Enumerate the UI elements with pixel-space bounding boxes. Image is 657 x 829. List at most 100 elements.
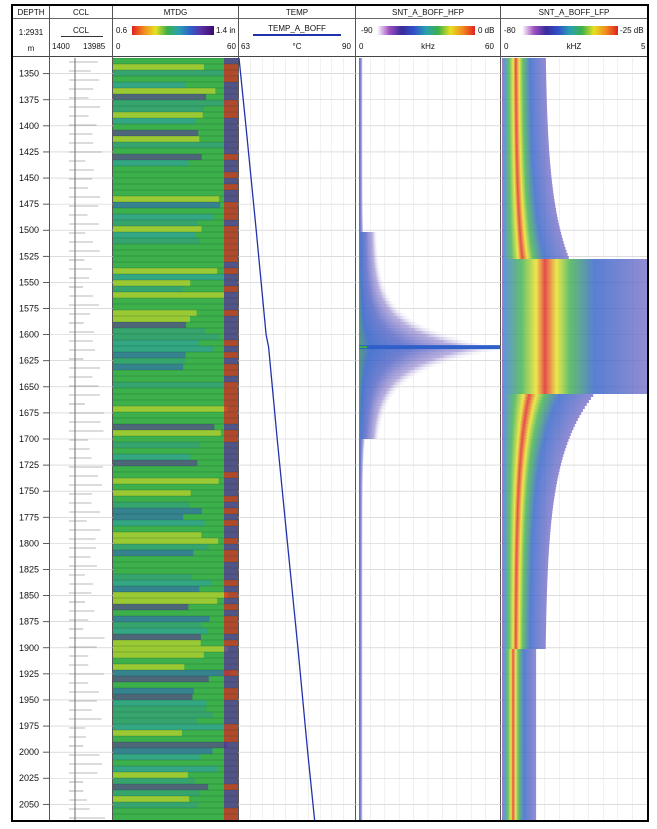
lfp-spectrum-row bbox=[504, 184, 553, 187]
hfp-spectrum-row bbox=[359, 394, 395, 397]
lfp-spectrum-row bbox=[504, 241, 564, 244]
lfp-spectrum-row bbox=[504, 592, 547, 595]
hfp-spectrum-row bbox=[359, 640, 364, 643]
mtdg-band bbox=[113, 682, 190, 688]
mtdg-band bbox=[113, 268, 218, 274]
lfp-spectrum-row bbox=[504, 427, 574, 430]
lfp-spectrum-row bbox=[504, 397, 591, 400]
mtdg-edge bbox=[224, 244, 238, 250]
lfp-spectrum-row bbox=[504, 559, 549, 562]
hfp-spectrum-row bbox=[359, 781, 363, 784]
mtdg-band bbox=[113, 202, 221, 208]
mtdg-edge bbox=[224, 100, 238, 106]
mtdg-band bbox=[113, 802, 199, 808]
hfp-spectrum-row bbox=[359, 484, 364, 487]
hfp-spectrum-row bbox=[359, 727, 363, 730]
hfp-spectrum-row bbox=[359, 337, 465, 340]
lfp-spectrum-row bbox=[504, 367, 647, 370]
hfp-spectrum-row bbox=[359, 367, 435, 370]
mtdg-edge bbox=[224, 220, 238, 226]
mtdg-edge bbox=[224, 208, 238, 214]
mtdg-edge bbox=[224, 202, 238, 208]
lfp-spectrum-row bbox=[504, 445, 567, 448]
mtdg-band bbox=[113, 562, 230, 568]
hfp-spectrum-row bbox=[359, 658, 364, 661]
lfp-spectrum-row bbox=[504, 622, 547, 625]
hfp-spectrum-row bbox=[359, 592, 364, 595]
temp-max: 90 bbox=[342, 42, 351, 51]
lfp-spectrum-row bbox=[504, 499, 554, 502]
lfp-spectrum-row bbox=[504, 289, 647, 292]
hfp-spectrum-row bbox=[359, 169, 364, 172]
lfp-spectrum-row bbox=[504, 301, 647, 304]
mtdg-edge bbox=[224, 232, 238, 238]
lfp-spectrum-row bbox=[504, 295, 647, 298]
hfp-spectrum-row bbox=[359, 265, 381, 268]
hfp-spectrum-row bbox=[359, 163, 364, 166]
lfp-spectrum-row bbox=[504, 730, 537, 733]
lfp-spectrum-row bbox=[504, 262, 647, 265]
mtdg-edge bbox=[224, 730, 238, 736]
mtdg-edge bbox=[224, 682, 238, 688]
mtdg-edge bbox=[224, 724, 238, 730]
lfp-spectrum-row bbox=[504, 604, 547, 607]
depth-tick-label: 1375 bbox=[19, 95, 39, 105]
mtdg-band bbox=[113, 652, 204, 658]
lfp-spectrum-row bbox=[504, 517, 552, 520]
lfp-spectrum-row bbox=[504, 148, 550, 151]
mtdg-edge bbox=[224, 634, 238, 640]
mtdg-band bbox=[113, 298, 185, 304]
mtdg-band bbox=[113, 220, 198, 226]
mtdg-edge bbox=[224, 454, 238, 460]
mtdg-band bbox=[113, 94, 207, 100]
lfp-spectrum-row bbox=[504, 361, 647, 364]
lfp-spectrum-row bbox=[504, 67, 547, 70]
mtdg-band bbox=[113, 316, 190, 322]
mtdg-band bbox=[113, 778, 195, 784]
hfp-spectrum-row bbox=[359, 61, 364, 64]
lfp-spectrum-row bbox=[504, 796, 537, 799]
lfp-spectrum-row bbox=[504, 472, 559, 475]
mtdg-edge bbox=[224, 250, 238, 256]
mtdg-band bbox=[113, 676, 209, 682]
mtdg-edge bbox=[224, 562, 238, 568]
lfp-spectrum-row bbox=[504, 409, 583, 412]
lfp-spectrum-row bbox=[504, 190, 554, 193]
hfp-spectrum-row bbox=[359, 142, 364, 145]
hfp-spectrum-row bbox=[359, 88, 364, 91]
lfp-spectrum-row bbox=[504, 346, 647, 349]
mtdg-band bbox=[113, 64, 204, 70]
hfp-spectrum-row bbox=[359, 499, 364, 502]
hfp-spectrum-row bbox=[359, 589, 364, 592]
hfp-spectrum-row bbox=[359, 334, 455, 337]
lfp-spectrum-row bbox=[504, 610, 547, 613]
lfp-spectrum-row bbox=[504, 250, 567, 253]
lfp-spectrum-row bbox=[504, 523, 552, 526]
mtdg-edge bbox=[224, 508, 238, 514]
mtdg-edge bbox=[224, 736, 238, 742]
mtdg-band bbox=[113, 580, 212, 586]
hfp-spectrum-row bbox=[359, 235, 379, 238]
mtdg-edge bbox=[224, 340, 238, 346]
mtdg-edge bbox=[224, 520, 238, 526]
mtdg-band bbox=[113, 250, 226, 256]
mtdg-edge bbox=[224, 784, 238, 790]
hfp-spectrum-row bbox=[359, 148, 364, 151]
mtdg-edge bbox=[224, 370, 238, 376]
hfp-spectrum-row bbox=[359, 631, 364, 634]
lfp-spectrum-row bbox=[504, 334, 647, 337]
mtdg-edge bbox=[224, 352, 238, 358]
mtdg-band bbox=[113, 424, 215, 430]
hfp-spectrum-row bbox=[359, 160, 364, 163]
lfp-spectrum-row bbox=[504, 793, 537, 796]
lfp-spectrum-row bbox=[504, 430, 573, 433]
mtdg-edge bbox=[224, 586, 238, 592]
mtdg-edge bbox=[224, 148, 238, 154]
hfp-spectrum-row bbox=[359, 103, 364, 106]
hfp-spectrum-row bbox=[359, 745, 363, 748]
mtdg-band bbox=[113, 574, 193, 580]
lfp-spectrum-row bbox=[504, 277, 647, 280]
mtdg-band bbox=[113, 712, 213, 718]
mtdg-edge bbox=[224, 814, 238, 820]
hfp-spectrum-row bbox=[359, 400, 391, 403]
